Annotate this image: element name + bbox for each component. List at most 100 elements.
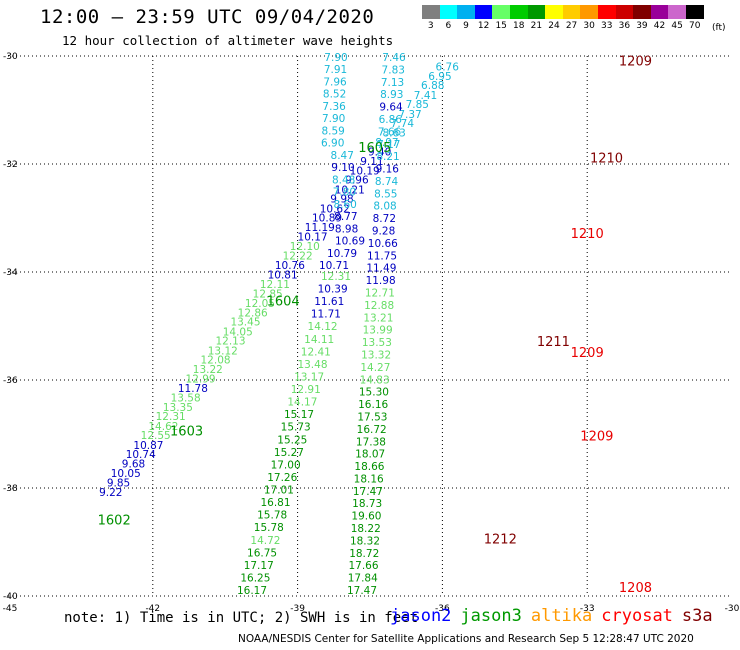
swh-value: 8.74 bbox=[375, 176, 399, 188]
swh-value: 11.98 bbox=[366, 275, 396, 287]
swh-value: 10.21 bbox=[335, 184, 365, 196]
swh-value: 7.17 bbox=[377, 139, 400, 151]
note-text: note: 1) Time is in UTC; 2) SWH is in fe… bbox=[64, 610, 419, 626]
legend-swatch bbox=[668, 5, 686, 19]
pass-time-label: 1209 bbox=[571, 346, 604, 361]
swh-value: 12.88 bbox=[364, 300, 394, 312]
pass-time-label: 1210 bbox=[590, 152, 623, 167]
swh-value: 18.07 bbox=[355, 449, 385, 461]
swh-value: 8.63 bbox=[382, 128, 405, 140]
legend-swatch bbox=[685, 5, 704, 19]
swh-value: 12.05 bbox=[245, 298, 275, 310]
legend-bin: 24 bbox=[545, 5, 563, 31]
swh-value: 8.72 bbox=[373, 213, 396, 225]
legend-swatch bbox=[492, 5, 510, 19]
swh-value: 14.83 bbox=[360, 374, 390, 386]
legend-bin-label: 70 bbox=[688, 21, 701, 31]
swh-value: 18.72 bbox=[349, 548, 379, 560]
swh-value: 12.11 bbox=[260, 279, 290, 291]
swh-value: 10.89 bbox=[312, 212, 342, 224]
swh-value: 17.00 bbox=[271, 459, 301, 471]
swh-value: 10.69 bbox=[335, 236, 365, 248]
swh-value: 8.77 bbox=[334, 211, 357, 223]
swh-value: 12.86 bbox=[238, 308, 268, 320]
legend-bin: 6 bbox=[439, 5, 458, 31]
swh-value: 10.39 bbox=[318, 284, 348, 296]
legend-bin-label: 27 bbox=[565, 21, 578, 31]
swh-value: 12.91 bbox=[291, 384, 321, 396]
swh-value: 7.41 bbox=[414, 90, 437, 102]
swh-value: 17.47 bbox=[353, 486, 383, 498]
swh-value: 16.81 bbox=[260, 497, 290, 509]
legend-bin-label: 3 bbox=[427, 21, 434, 31]
legend-bin: 42 bbox=[650, 5, 669, 31]
legend-bin-label: 24 bbox=[548, 21, 560, 31]
swh-value: 8.08 bbox=[373, 201, 396, 213]
legend-bin-label: 36 bbox=[618, 21, 631, 31]
swh-value: 14.05 bbox=[223, 326, 253, 338]
swh-value: 15.27 bbox=[274, 447, 304, 459]
pass-time-label: 1209 bbox=[619, 54, 652, 69]
lon-tick-label: -36 bbox=[435, 604, 450, 614]
swh-value: 7.13 bbox=[381, 77, 404, 89]
swh-value: 8.93 bbox=[380, 89, 403, 101]
lon-tick-label: -30 bbox=[725, 604, 740, 614]
swh-value: 8.55 bbox=[374, 188, 397, 200]
swh-value: 6.88 bbox=[421, 80, 444, 92]
swh-value: 14.27 bbox=[360, 362, 390, 374]
swh-value: 13.32 bbox=[361, 349, 391, 361]
swh-value: 9.11 bbox=[360, 156, 383, 168]
swh-value: 6.95 bbox=[428, 71, 451, 83]
satellite-label: jason2 bbox=[390, 606, 452, 626]
legend-bin: 15 bbox=[492, 5, 510, 31]
swh-value: 14.11 bbox=[304, 334, 334, 346]
lon-tick-label: -33 bbox=[580, 604, 595, 614]
swh-value: 10.81 bbox=[268, 270, 298, 282]
swh-value: 10.71 bbox=[319, 260, 349, 272]
swh-value: 13.53 bbox=[362, 337, 392, 349]
swh-value: 7.66 bbox=[378, 126, 402, 138]
swh-value: 7.83 bbox=[382, 64, 405, 76]
legend-bin: 21 bbox=[527, 5, 546, 31]
swh-value: 9.40 bbox=[368, 147, 391, 159]
swh-value: 13.12 bbox=[208, 345, 238, 357]
swh-value: 15.30 bbox=[359, 387, 389, 399]
swh-value: 7.96 bbox=[323, 76, 347, 88]
legend-swatch bbox=[562, 5, 581, 19]
swh-value: 19.60 bbox=[351, 511, 381, 523]
swh-value: 13.35 bbox=[163, 402, 193, 414]
swh-value: 12.85 bbox=[253, 289, 283, 301]
satellite-label: jason3 bbox=[460, 606, 522, 626]
legend-swatch bbox=[474, 5, 493, 19]
legend-bin: 45 bbox=[668, 5, 686, 31]
swh-value: 9.98 bbox=[330, 194, 353, 206]
swh-value: 9.28 bbox=[372, 226, 395, 238]
swh-value: 13.22 bbox=[193, 364, 223, 376]
swh-value: 9.22 bbox=[99, 487, 122, 499]
swh-value: 14.72 bbox=[250, 535, 280, 547]
swh-value: 17.38 bbox=[356, 436, 386, 448]
legend-unit: (ft) bbox=[712, 23, 726, 33]
lon-tick-label: -39 bbox=[290, 604, 305, 614]
swh-value: 11.61 bbox=[314, 296, 344, 308]
swh-value: 11.19 bbox=[305, 222, 335, 234]
swh-value: 13.21 bbox=[363, 312, 393, 324]
swh-value: 11.71 bbox=[311, 309, 341, 321]
swh-value: 7.46 bbox=[382, 52, 406, 64]
swh-value: 7.80 bbox=[333, 187, 356, 199]
pass-time-label: 1209 bbox=[580, 430, 613, 445]
swh-value: 18.66 bbox=[354, 461, 384, 473]
pass-time-label: 1208 bbox=[619, 581, 652, 596]
swh-value: 18.16 bbox=[354, 473, 384, 485]
swh-value: 7.85 bbox=[406, 99, 429, 111]
swh-value: 17.84 bbox=[348, 573, 378, 585]
swh-value: 10.19 bbox=[350, 165, 380, 177]
legend-swatch bbox=[597, 5, 616, 19]
footer-credit: NOAA/NESDIS Center for Satellite Applica… bbox=[238, 633, 694, 645]
satellite-legend: jason2 jason3 altika cryosat s3a bbox=[390, 606, 722, 626]
swh-value: 14.17 bbox=[287, 397, 317, 409]
swh-value: 12.99 bbox=[186, 373, 216, 385]
legend-bin-label: 6 bbox=[445, 21, 452, 31]
map-title: 12:00 – 23:59 UTC 09/04/2020 bbox=[40, 6, 375, 28]
swh-value: 17.47 bbox=[347, 585, 377, 597]
